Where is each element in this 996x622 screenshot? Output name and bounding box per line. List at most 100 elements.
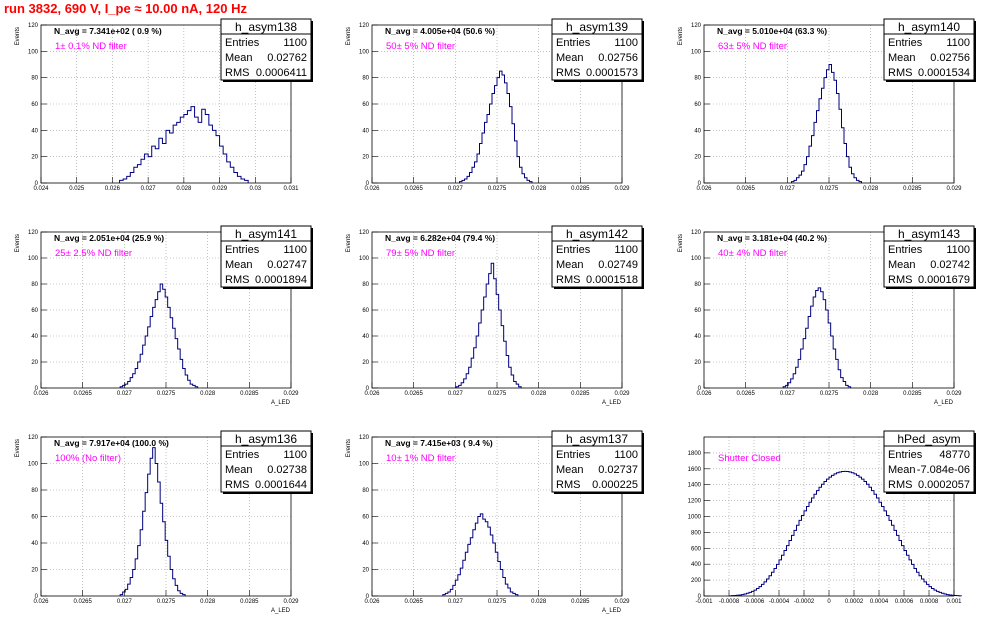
filter-label: 25± 2.5% ND filter <box>55 248 132 259</box>
y-tick-label: 0 <box>35 386 39 392</box>
x-tick-label: 0.026 <box>105 186 121 192</box>
x-tick-label: 0.028 <box>531 186 547 192</box>
navg-label: N_avg = 7.917e+04 (100.0 %) <box>54 438 169 448</box>
page-title: run 3832, 690 V, I_pe ≈ 10.00 nA, 120 Hz <box>4 1 247 16</box>
y-tick-label: 0 <box>366 386 370 392</box>
x-tick-label: 0.0008 <box>920 599 939 605</box>
stats-value: 0.02756 <box>930 52 970 64</box>
stats-value: -7.084e-06 <box>917 464 970 476</box>
x-tick-label: 0.029 <box>614 186 630 192</box>
stats-value: 0.0001518 <box>586 274 638 286</box>
y-tick-label: 20 <box>694 155 701 161</box>
x-tick-label: 0.027 <box>141 186 157 192</box>
x-tick-label: 0.0275 <box>488 186 507 192</box>
x-tick-label: 0.027 <box>448 391 464 397</box>
y-tick-label: 120 <box>359 230 370 236</box>
y-tick-label: 0 <box>35 594 39 600</box>
x-tick-label: 0.026 <box>33 391 49 397</box>
stats-key: Mean <box>225 259 253 271</box>
y-tick-label: 400 <box>691 562 702 568</box>
x-tick-label: 0.0265 <box>736 186 755 192</box>
stats-key: RMS <box>888 274 912 286</box>
y-tick-label: 120 <box>691 23 702 29</box>
stats-title: h_asym140 <box>898 20 960 34</box>
stats-title: h_asym137 <box>566 432 628 446</box>
y-tick-label: 0 <box>366 181 370 187</box>
navg-label: N_avg = 7.341e+02 ( 0.9 %) <box>54 26 162 36</box>
histogram-panel-h_asym136: 0.026 0.0265 0.027 0.0275 0.028 0.0285 0.029 0 2… <box>15 430 313 614</box>
filter-label: 1± 0.1% ND filter <box>55 41 127 52</box>
stats-key: Mean <box>888 259 916 271</box>
y-tick-label: 40 <box>694 334 701 340</box>
histogram-line <box>119 447 186 596</box>
histogram-panel-h_asym143: 0.026 0.0265 0.027 0.0275 0.028 0.0285 0.029 0 2… <box>678 225 976 406</box>
x-tick-label: 0.029 <box>283 391 299 397</box>
x-tick-label: 0.029 <box>946 391 962 397</box>
stats-key: Mean <box>556 259 584 271</box>
x-tick-label: 0.0285 <box>571 391 590 397</box>
histogram-panel-h_asym140: 0.026 0.0265 0.027 0.0275 0.028 0.0285 0.029 0 2… <box>678 18 976 192</box>
y-tick-label: 40 <box>694 128 701 134</box>
filter-label: Shutter Closed <box>718 453 781 464</box>
filter-label: 50± 5% ND filter <box>386 41 455 52</box>
y-tick-label: 0 <box>366 594 370 600</box>
x-tick-label: 0.027 <box>448 599 464 605</box>
stats-key: Entries <box>556 37 591 49</box>
x-axis-title: A_LED <box>602 608 622 614</box>
x-tick-label: 0.031 <box>283 186 299 192</box>
stats-value: 1100 <box>283 244 307 256</box>
y-tick-label: 120 <box>28 435 39 441</box>
y-tick-label: 20 <box>362 568 369 574</box>
stats-key: Mean <box>225 464 253 476</box>
stats-value: 0.02749 <box>598 259 638 271</box>
x-tick-label: 0.026 <box>364 391 380 397</box>
stats-value: 0.000225 <box>592 479 638 491</box>
x-tick-label: 0.0285 <box>903 391 922 397</box>
stats-value: 0.02762 <box>267 52 307 64</box>
y-tick-label: 120 <box>28 23 39 29</box>
x-tick-label: 0.028 <box>863 391 879 397</box>
stats-box: h_asym143 Entries 1100 Mean 0.02742 RMS 0.0001… <box>883 225 976 289</box>
stats-value: 1100 <box>946 244 970 256</box>
histogram-line <box>455 262 522 388</box>
y-axis-title: Events <box>346 27 352 45</box>
y-tick-label: 1800 <box>688 451 702 457</box>
x-tick-label: 0.026 <box>696 391 712 397</box>
x-tick-label: 0.029 <box>946 186 962 192</box>
stats-key: RMS <box>888 67 912 79</box>
y-tick-label: 0 <box>698 594 702 600</box>
x-tick-label: -0.0004 <box>769 599 790 605</box>
y-tick-label: 100 <box>359 49 370 55</box>
y-tick-label: 60 <box>31 515 38 521</box>
stats-value: 1100 <box>614 449 638 461</box>
x-tick-label: 0.025 <box>69 186 85 192</box>
y-axis-title: Events <box>15 439 21 457</box>
x-tick-label: 0.027 <box>780 186 796 192</box>
y-tick-label: 40 <box>362 541 369 547</box>
filter-label: 100% (No filter) <box>55 453 121 464</box>
x-tick-label: 0.001 <box>946 599 962 605</box>
x-tick-label: 0.028 <box>176 186 192 192</box>
stats-key: RMS <box>888 479 912 491</box>
x-tick-label: 0.027 <box>780 391 796 397</box>
x-tick-label: 0.026 <box>696 186 712 192</box>
navg-label: N_avg = 6.282e+04 (79.4 %) <box>385 233 495 243</box>
stats-box: h_asym142 Entries 1100 Mean 0.02749 RMS 0.0001… <box>551 225 644 289</box>
stats-key: Entries <box>225 449 260 461</box>
x-axis-title: A_LED <box>934 400 954 406</box>
x-tick-label: 0.0285 <box>903 186 922 192</box>
stats-title: h_asym142 <box>566 227 628 241</box>
histogram-line <box>442 513 519 596</box>
stats-title: h_asym139 <box>566 20 628 34</box>
stats-title: h_asym143 <box>898 227 960 241</box>
stats-key: RMS <box>556 274 580 286</box>
x-axis-title: A_LED <box>271 400 291 406</box>
histogram-line <box>119 283 199 388</box>
y-tick-label: 20 <box>362 155 369 161</box>
histogram-panel-h_asym139: 0.026 0.0265 0.027 0.0275 0.028 0.0285 0.029 0 2… <box>346 18 644 192</box>
y-tick-label: 800 <box>691 530 702 536</box>
x-tick-label: 0.0265 <box>73 599 92 605</box>
y-tick-label: 80 <box>31 282 38 288</box>
y-tick-label: 600 <box>691 546 702 552</box>
